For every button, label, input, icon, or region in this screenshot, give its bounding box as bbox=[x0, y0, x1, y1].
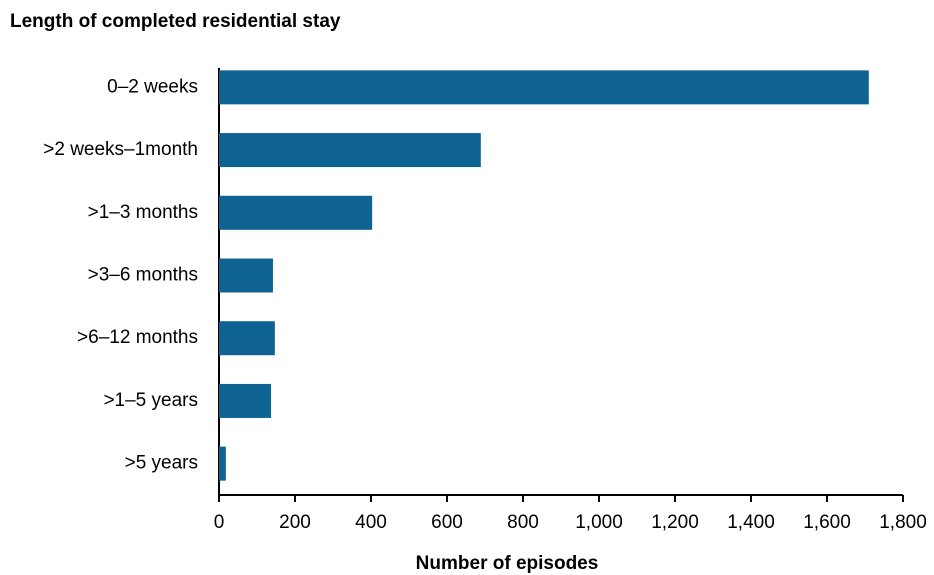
x-tick-label: 200 bbox=[279, 512, 311, 533]
bar bbox=[219, 195, 373, 230]
x-tick-label: 1,200 bbox=[651, 512, 699, 533]
x-tick-label: 800 bbox=[507, 512, 539, 533]
bar bbox=[219, 70, 869, 105]
y-tick-label: >3–6 months bbox=[88, 265, 198, 286]
bar bbox=[219, 133, 481, 168]
y-tick-label: 0–2 weeks bbox=[107, 76, 198, 97]
y-tick-label: >6–12 months bbox=[77, 327, 198, 348]
x-tick-label: 0 bbox=[214, 512, 225, 533]
chart-title: Length of completed residential stay bbox=[10, 11, 341, 32]
x-tick-label: 1,400 bbox=[727, 512, 775, 533]
bar bbox=[219, 446, 226, 481]
bar bbox=[219, 321, 275, 356]
bar bbox=[219, 258, 273, 293]
x-tick-label: 1,600 bbox=[803, 512, 851, 533]
y-tick-label: >2 weeks–1month bbox=[43, 139, 198, 160]
bar bbox=[219, 383, 272, 418]
x-tick-label: 1,800 bbox=[879, 512, 927, 533]
x-tick-label: 1,000 bbox=[575, 512, 623, 533]
x-axis-label: Number of episodes bbox=[416, 553, 599, 574]
y-tick-label: >1–3 months bbox=[88, 202, 198, 223]
y-tick-label: >5 years bbox=[125, 453, 198, 474]
x-tick-label: 400 bbox=[355, 512, 387, 533]
y-tick-label: >1–5 years bbox=[103, 390, 198, 411]
x-tick-label: 600 bbox=[431, 512, 463, 533]
